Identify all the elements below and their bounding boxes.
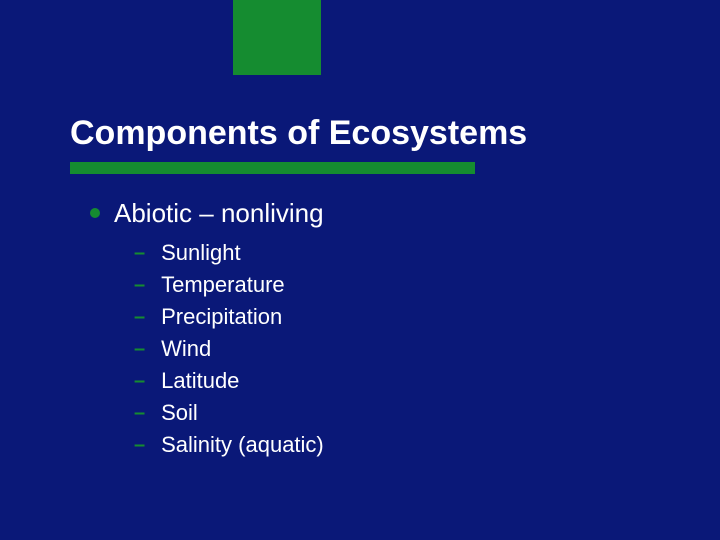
title-underline — [70, 162, 475, 174]
list-item-lvl1: Abiotic – nonliving — [90, 198, 650, 229]
bullet-dash-icon: – — [134, 431, 145, 459]
list-item-lvl2: – Precipitation — [134, 303, 650, 331]
content-area: Abiotic – nonliving – Sunlight – Tempera… — [90, 198, 650, 463]
bullet-dash-icon: – — [134, 399, 145, 427]
title-area: Components of Ecosystems — [70, 115, 650, 174]
list-item-lvl2: – Wind — [134, 335, 650, 363]
list-item-lvl2: – Sunlight — [134, 239, 650, 267]
slide-title: Components of Ecosystems — [70, 115, 650, 152]
lvl2-text: Latitude — [161, 367, 239, 395]
bullet-dash-icon: – — [134, 335, 145, 363]
bullet-disc-icon — [90, 208, 100, 218]
list-item-lvl2: – Latitude — [134, 367, 650, 395]
bullet-dash-icon: – — [134, 239, 145, 267]
bullet-dash-icon: – — [134, 271, 145, 299]
bullet-dash-icon: – — [134, 367, 145, 395]
lvl2-text: Wind — [161, 335, 211, 363]
bullet-dash-icon: – — [134, 303, 145, 331]
accent-block — [233, 0, 321, 75]
lvl2-text: Soil — [161, 399, 198, 427]
list-item-lvl2: – Soil — [134, 399, 650, 427]
list-item-lvl2: – Temperature — [134, 271, 650, 299]
sublist: – Sunlight – Temperature – Precipitation… — [134, 239, 650, 459]
lvl1-text: Abiotic – nonliving — [114, 198, 324, 229]
list-item-lvl2: – Salinity (aquatic) — [134, 431, 650, 459]
lvl2-text: Sunlight — [161, 239, 241, 267]
lvl2-text: Temperature — [161, 271, 285, 299]
lvl2-text: Precipitation — [161, 303, 282, 331]
lvl2-text: Salinity (aquatic) — [161, 431, 324, 459]
